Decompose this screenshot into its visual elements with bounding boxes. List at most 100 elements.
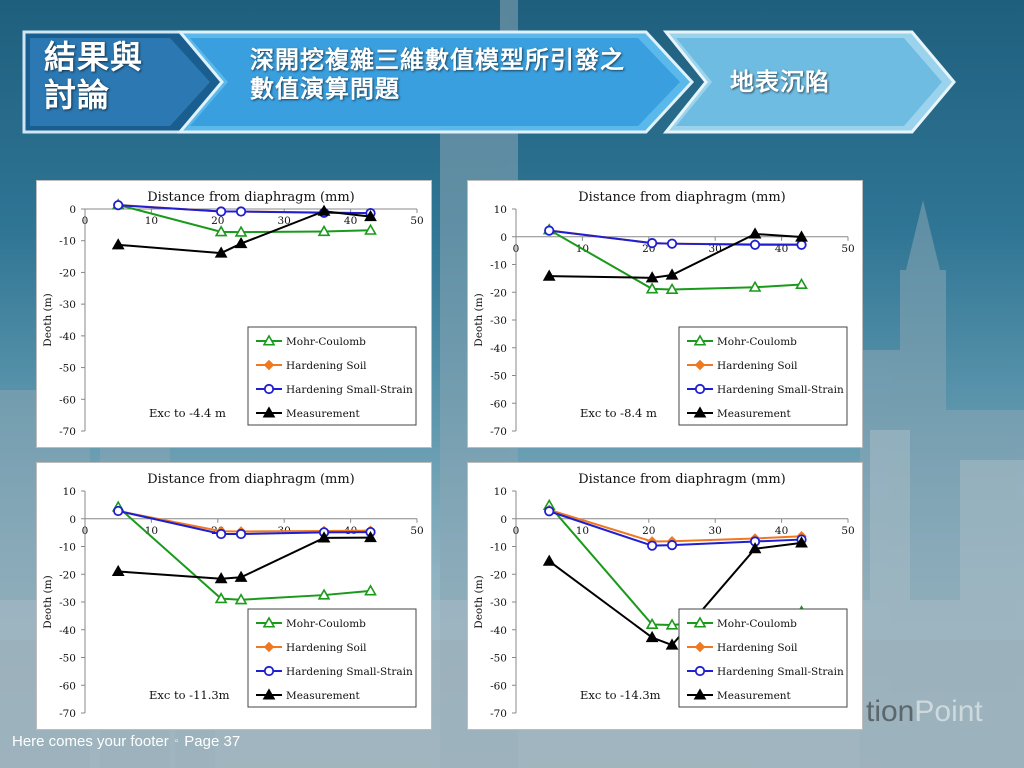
legend-marker bbox=[693, 688, 707, 700]
data-point bbox=[317, 204, 331, 216]
data-point bbox=[364, 223, 377, 235]
legend-label: Mohr-Coulomb bbox=[286, 618, 366, 630]
chart-title: Distance from diaphragm (mm) bbox=[147, 472, 355, 487]
legend-label: Measurement bbox=[286, 690, 361, 702]
data-point bbox=[666, 540, 678, 551]
legend-marker bbox=[263, 641, 275, 653]
y-tick-label: -60 bbox=[59, 394, 76, 406]
legend-box bbox=[247, 326, 417, 426]
data-point bbox=[214, 572, 228, 584]
legend-label: Hardening Soil bbox=[717, 360, 798, 372]
nav-tab-numerical-issues-label: 深開挖複雜三維數值模型所引發之數值演算問題 bbox=[250, 45, 625, 103]
legend-label: Measurement bbox=[286, 408, 361, 420]
chart-title: Distance from diaphragm (mm) bbox=[147, 190, 355, 205]
legend-label: Hardening Small-Strain bbox=[286, 384, 413, 396]
y-tick-label: -30 bbox=[59, 597, 76, 609]
nav-tab-numerical-issues[interactable] bbox=[176, 28, 696, 136]
y-tick-label: -50 bbox=[59, 363, 76, 375]
series-line bbox=[117, 506, 371, 601]
data-point bbox=[795, 536, 808, 548]
legend-label: Hardening Small-Strain bbox=[717, 384, 844, 396]
watermark-dark: tion bbox=[866, 695, 915, 728]
y-tick-label: 0 bbox=[500, 514, 507, 526]
data-point bbox=[234, 236, 248, 249]
x-tick-label: 20 bbox=[211, 215, 224, 227]
data-point bbox=[317, 531, 331, 543]
y-tick-label: 10 bbox=[494, 204, 507, 216]
data-point bbox=[645, 271, 659, 283]
series-line bbox=[548, 228, 802, 291]
x-tick-label: 30 bbox=[278, 215, 291, 227]
y-tick-label: 10 bbox=[63, 486, 76, 498]
series-measurement bbox=[111, 531, 377, 584]
x-tick-label: 0 bbox=[82, 525, 89, 537]
data-point bbox=[111, 564, 125, 577]
series-hardening-small-strain bbox=[544, 225, 807, 250]
y-tick-label: -40 bbox=[59, 331, 76, 343]
data-point bbox=[234, 593, 248, 605]
data-point bbox=[364, 584, 377, 596]
y-tick-label: -60 bbox=[490, 680, 507, 692]
legend-marker bbox=[694, 665, 706, 677]
legend-label: Mohr-Coulomb bbox=[286, 336, 366, 348]
data-point bbox=[113, 505, 124, 517]
watermark-light: Point bbox=[914, 695, 983, 728]
y-tick-label: -50 bbox=[490, 371, 507, 383]
data-point bbox=[234, 225, 248, 237]
legend-marker bbox=[693, 334, 707, 346]
data-point bbox=[665, 638, 679, 650]
data-point bbox=[748, 227, 762, 239]
data-point bbox=[235, 206, 247, 217]
x-tick-label: 40 bbox=[344, 215, 357, 227]
y-tick-label: -30 bbox=[490, 315, 507, 327]
excavation-annotation: Exc to -11.3m bbox=[149, 688, 230, 702]
legend-label: Measurement bbox=[717, 690, 792, 702]
data-point bbox=[216, 206, 227, 217]
legend-label: Hardening Small-Strain bbox=[286, 666, 413, 678]
watermark-logo: tionPoint bbox=[866, 695, 983, 729]
y-tick-label: -20 bbox=[59, 267, 76, 279]
settlement-chart-exc-11-3: Distance from diaphragm (mm) 10 0 -10 -20 -30… bbox=[42, 472, 424, 720]
chart-legend: Mohr-Coulomb Hardening Soil Hardening Smal… bbox=[678, 326, 848, 426]
x-tick-label: 10 bbox=[576, 525, 589, 537]
footer-text: Here comes your footer bbox=[12, 733, 169, 750]
nav-tab-surface-settlement[interactable] bbox=[662, 28, 958, 136]
data-point bbox=[542, 554, 556, 566]
data-point bbox=[544, 506, 555, 517]
legend-label: Hardening Soil bbox=[286, 360, 367, 372]
data-point bbox=[317, 588, 331, 600]
data-point bbox=[645, 282, 659, 294]
data-point bbox=[645, 630, 659, 643]
data-point bbox=[795, 230, 808, 242]
y-tick-label: 0 bbox=[500, 232, 507, 244]
data-point bbox=[749, 239, 761, 250]
data-point bbox=[748, 280, 762, 292]
data-point bbox=[665, 268, 679, 280]
y-tick-label: -50 bbox=[59, 653, 76, 665]
y-tick-label: -50 bbox=[490, 653, 507, 665]
legend-marker bbox=[263, 359, 275, 371]
data-point bbox=[796, 239, 807, 250]
chart-legend: Mohr-Coulomb Hardening Soil Hardening Smal… bbox=[247, 326, 417, 426]
chart-title: Distance from diaphragm (mm) bbox=[578, 190, 786, 205]
legend-marker bbox=[262, 688, 276, 700]
y-tick-label: -70 bbox=[490, 426, 507, 438]
legend-marker bbox=[263, 383, 275, 395]
y-tick-label: -20 bbox=[490, 569, 507, 581]
chart-panel-exc-4-4: Distance from diaphragm (mm) 0 -10 -20 -30 -4… bbox=[36, 180, 432, 448]
y-tick-label: -30 bbox=[490, 597, 507, 609]
chart-panel-exc-14-3: Distance from diaphragm (mm) 10 0 -10 -20 -30… bbox=[467, 462, 863, 730]
y-tick-label: -60 bbox=[490, 398, 507, 410]
data-point bbox=[542, 269, 556, 281]
legend-marker bbox=[262, 406, 276, 418]
data-point bbox=[216, 528, 227, 540]
x-tick-label: 0 bbox=[513, 243, 520, 255]
chart-legend: Mohr-Coulomb Hardening Soil Hardening Smal… bbox=[247, 608, 417, 708]
page-number: Page 37 bbox=[184, 733, 241, 750]
chart-legend: Mohr-Coulomb Hardening Soil Hardening Smal… bbox=[678, 608, 848, 708]
chart-title: Distance from diaphragm (mm) bbox=[578, 472, 786, 487]
excavation-annotation: Exc to -4.4 m bbox=[149, 406, 226, 420]
x-tick-label: 50 bbox=[410, 215, 423, 227]
legend-label: Hardening Soil bbox=[717, 642, 798, 654]
data-point bbox=[645, 617, 659, 630]
